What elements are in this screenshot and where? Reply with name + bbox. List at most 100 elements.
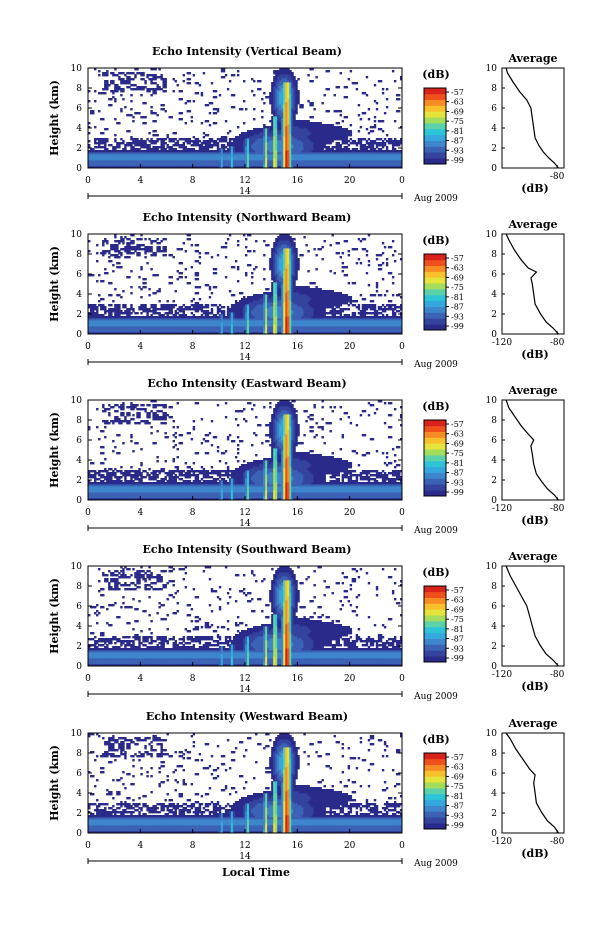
heatmap-cell — [114, 288, 116, 290]
heatmap-cell — [243, 100, 245, 102]
heatmap-cell — [120, 108, 122, 110]
heatmap-cell — [201, 122, 203, 124]
profile-y-tick-label: 2 — [491, 144, 497, 154]
heatmap-cell — [106, 138, 108, 140]
heatmap-cell — [130, 94, 132, 96]
heatmap-cell — [315, 76, 317, 78]
heatmap-cell — [144, 102, 146, 104]
heatmap-cell — [197, 92, 199, 94]
colorbar-tick-label: -99 — [451, 156, 464, 165]
heatmap-cell — [255, 240, 257, 242]
heatmap-cell — [98, 74, 100, 76]
heatmap-cell — [114, 134, 116, 136]
heatmap-cell — [98, 294, 100, 296]
heatmap-cell — [297, 78, 299, 80]
heatmap-cell — [144, 286, 146, 288]
heatmap-cell — [211, 82, 213, 84]
colorbar-tick-label: -93 — [451, 146, 464, 155]
heatmap-cell — [263, 268, 265, 270]
heatmap-cell — [96, 252, 98, 254]
colorbar-tick-label: -57 — [451, 88, 464, 97]
heatmap-cell — [227, 238, 229, 240]
heatmap-cell — [118, 122, 120, 124]
heatmap-cell — [263, 102, 265, 104]
heatmap-cell — [253, 118, 255, 120]
heatmap-cell — [92, 110, 94, 112]
heatmap-cell — [181, 272, 183, 274]
heatmap-cell — [98, 110, 100, 112]
heatmap-cell — [360, 118, 362, 120]
heatmap-cell — [237, 70, 239, 72]
heatmap-cell — [191, 266, 193, 268]
colorbar-segment — [424, 117, 446, 123]
colorbar-segment — [424, 152, 446, 158]
heatmap-cell — [106, 128, 108, 130]
heatmap-cell — [171, 282, 173, 284]
heatmap-cell — [380, 80, 382, 82]
colorbar-segment — [424, 135, 446, 141]
heatmap-cell — [225, 74, 227, 76]
heatmap-cell — [183, 80, 185, 82]
heatmap-cell — [181, 98, 183, 100]
heatmap-cell — [94, 126, 96, 128]
colorbar-tick-label: -69 — [451, 107, 464, 116]
heatmap-cell — [96, 260, 98, 262]
heatmap-cell — [217, 108, 219, 110]
heatmap-cell — [313, 108, 315, 110]
heatmap-cell — [164, 238, 166, 240]
heatmap-cell — [173, 256, 175, 258]
panel-title: Echo Intensity (Northward Beam) — [143, 211, 352, 224]
heatmap-cell — [259, 88, 261, 90]
heatmap-cell — [328, 88, 330, 90]
heatmap-cell — [386, 134, 388, 136]
y-tick-label: 8 — [76, 84, 82, 94]
heatmap-cell — [348, 78, 350, 80]
profile-x-label: (dB) — [521, 182, 548, 195]
heatmap-cell — [199, 298, 201, 300]
heatmap-cell — [225, 136, 227, 138]
heatmap-cell — [102, 280, 104, 282]
heatmap-cell — [356, 82, 358, 84]
heatmap-cell — [237, 126, 239, 128]
heatmap-cell — [156, 114, 158, 116]
heatmap-cell — [358, 130, 360, 132]
heatmap-cell — [199, 252, 201, 254]
heatmap-cell — [102, 118, 104, 120]
heatmap-cell — [243, 80, 245, 82]
heatmap-cell — [207, 252, 209, 254]
heatmap-cell — [199, 84, 201, 86]
heatmap-cell — [132, 120, 134, 122]
heatmap-cell — [144, 80, 146, 82]
colorbar-tick-label: -87 — [451, 137, 464, 146]
heatmap-cell — [130, 292, 132, 294]
heatmap-cell — [324, 94, 326, 96]
heatmap-cell — [173, 300, 175, 302]
heatmap-cell — [94, 100, 96, 102]
heatmap-cell — [156, 238, 158, 240]
heatmap-cell — [106, 240, 108, 242]
heatmap-cell — [189, 238, 191, 240]
heatmap-cell — [140, 266, 142, 268]
y-tick-label: 6 — [76, 104, 82, 114]
y-tick-label: 4 — [76, 124, 82, 134]
heatmap-cell — [311, 116, 313, 118]
heatmap-cell — [199, 256, 201, 258]
colorbar-tick-label: -63 — [451, 98, 464, 107]
colorbar-segment — [424, 123, 446, 129]
heatmap-cell — [98, 70, 100, 72]
heatmap-cell — [382, 88, 384, 90]
heatmap-cell — [209, 124, 211, 126]
colorbar-segment — [424, 129, 446, 135]
heatmap-cell — [211, 102, 213, 104]
heatmap-cell — [167, 134, 169, 136]
heatmap-cell — [164, 254, 166, 256]
heatmap-cell — [334, 94, 336, 96]
profile-x-tick-label: -80 — [550, 172, 565, 182]
heatmap-cell — [175, 290, 177, 292]
heatmap-cell — [249, 264, 251, 266]
heatmap-cell — [360, 126, 362, 128]
heatmap-cell — [382, 120, 384, 122]
heatmap-cell — [384, 112, 386, 114]
heatmap-cell — [245, 272, 247, 274]
